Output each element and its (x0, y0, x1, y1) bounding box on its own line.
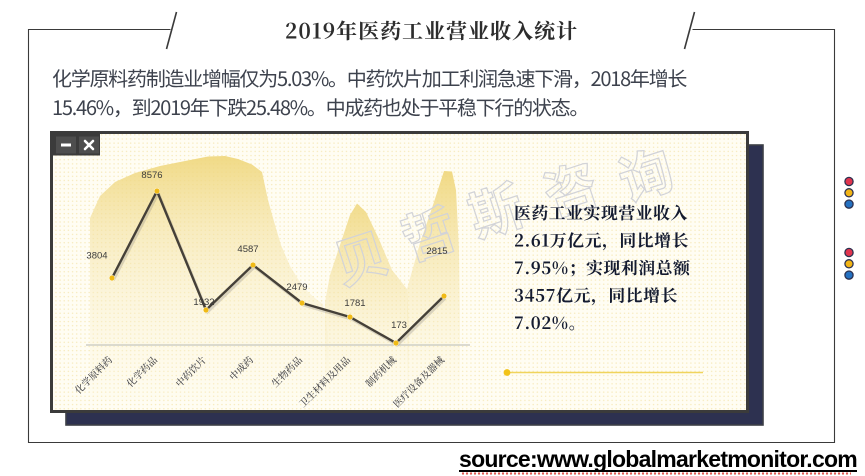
svg-text:2479: 2479 (286, 282, 307, 293)
svg-text:173: 173 (391, 320, 407, 331)
svg-text:1781: 1781 (344, 298, 365, 309)
svg-text:1932: 1932 (193, 297, 214, 308)
svg-text:8576: 8576 (141, 170, 162, 181)
svg-text:2815: 2815 (426, 246, 447, 257)
svg-text:3804: 3804 (86, 251, 107, 262)
svg-text:4587: 4587 (237, 244, 258, 255)
